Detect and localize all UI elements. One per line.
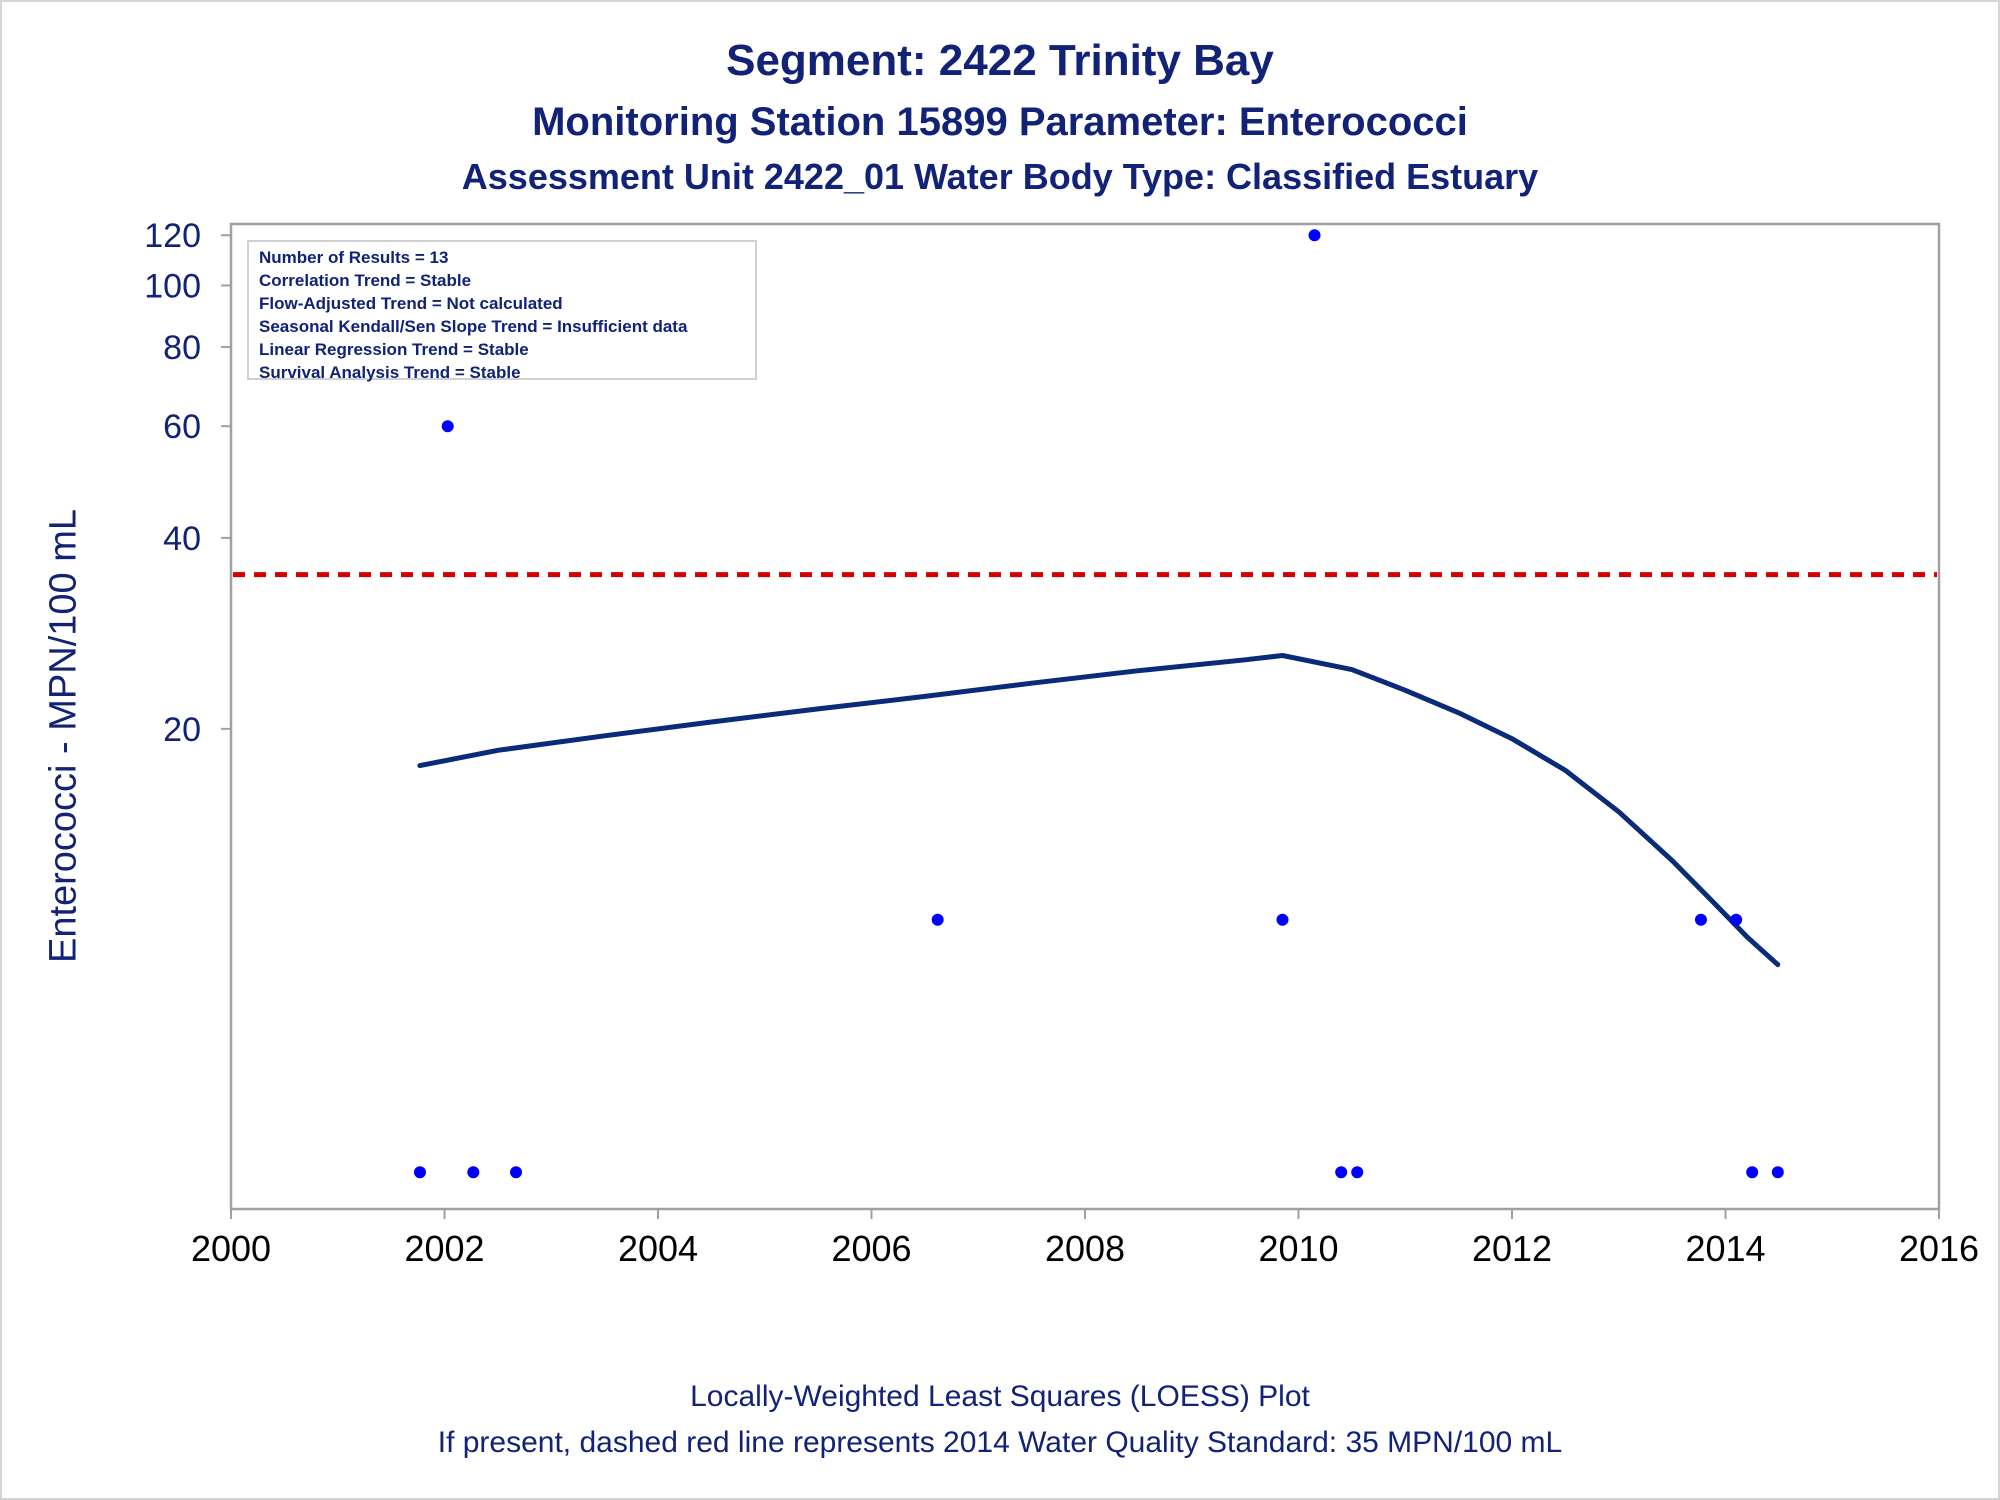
plot-method-note: Locally-Weighted Least Squares (LOESS) P… [690, 1380, 1310, 1413]
data-point [1335, 1166, 1348, 1179]
x-tick-label: 2004 [618, 1228, 698, 1269]
standard-note: If present, dashed red line represents 2… [437, 1426, 1563, 1459]
chart-title: Segment: 2422 Trinity Bay [726, 36, 1274, 85]
stats-line: Survival Analysis Trend = Stable [259, 363, 521, 382]
stats-line: Linear Regression Trend = Stable [259, 340, 529, 359]
data-point [931, 913, 944, 926]
y-tick-label: 100 [144, 267, 201, 305]
x-tick-label: 2006 [831, 1228, 911, 1269]
y-tick-label: 80 [163, 329, 201, 367]
x-tick-label: 2008 [1045, 1228, 1125, 1269]
y-tick-label: 40 [163, 520, 201, 558]
data-point [467, 1166, 480, 1179]
y-tick-label: 120 [144, 217, 201, 255]
data-point [1694, 913, 1707, 926]
trend-stats-box: Number of Results = 13 Correlation Trend… [247, 240, 757, 382]
data-point [1351, 1166, 1364, 1179]
y-tick-label: 60 [163, 408, 201, 446]
chart-subtitle-assessment: Assessment Unit 2422_01 Water Body Type:… [461, 156, 1539, 197]
x-tick-label: 2016 [1899, 1228, 1979, 1269]
stats-line: Seasonal Kendall/Sen Slope Trend = Insuf… [259, 317, 688, 336]
data-point [1730, 913, 1743, 926]
stats-line: Correlation Trend = Stable [259, 271, 472, 290]
chart-subtitle-station: Monitoring Station 15899 Parameter: Ente… [532, 100, 1468, 144]
stats-line: Flow-Adjusted Trend = Not calculated [259, 294, 563, 313]
x-tick-label: 2014 [1685, 1228, 1765, 1269]
data-point [1276, 913, 1289, 926]
data-point [1771, 1166, 1784, 1179]
data-point [1746, 1166, 1759, 1179]
loess-curve [417, 653, 1781, 968]
y-tick-label: 20 [163, 711, 201, 749]
data-point [1308, 229, 1321, 242]
x-tick-label: 2010 [1258, 1228, 1338, 1269]
stats-line: Number of Results = 13 [259, 248, 449, 267]
data-point [413, 1166, 426, 1179]
x-tick-label: 2002 [404, 1228, 484, 1269]
x-tick-label: 2000 [191, 1228, 271, 1269]
data-point [441, 420, 454, 433]
data-point [510, 1166, 523, 1179]
x-tick-label: 2012 [1472, 1228, 1552, 1269]
